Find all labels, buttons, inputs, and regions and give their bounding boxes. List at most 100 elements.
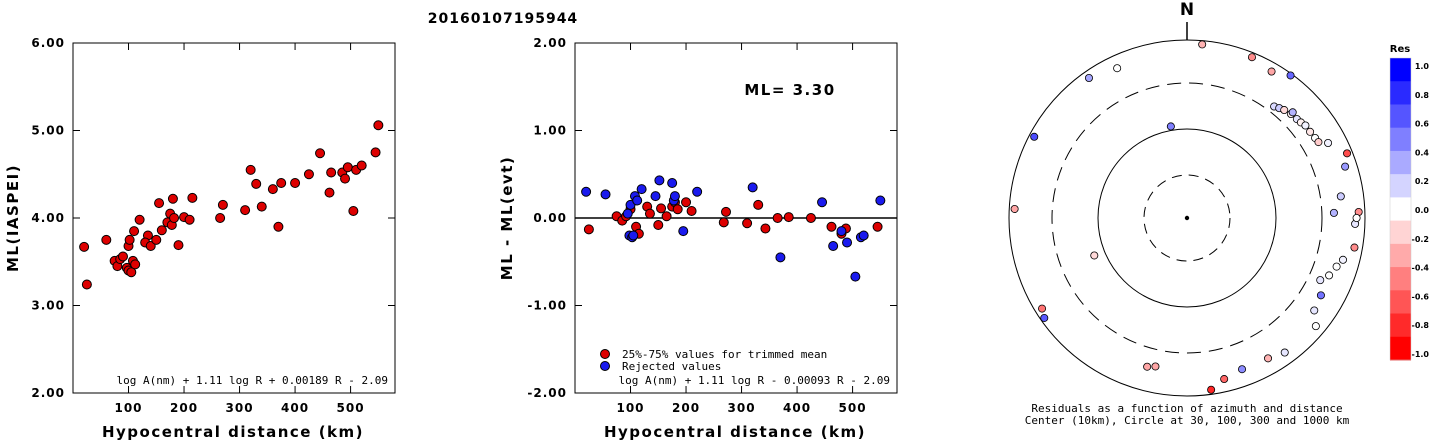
data-point (151, 234, 162, 245)
data-point (303, 169, 314, 180)
x-tick-label: 300 (728, 401, 756, 415)
colorbar-tick-label: 0.2 (1415, 177, 1429, 186)
station-point (1311, 322, 1320, 331)
colorbar-cell (1390, 267, 1411, 291)
y-axis-ticks: 2.00 3.00 4.00 5.00 6.00 (31, 36, 395, 400)
trimmed-mean-point (653, 220, 664, 230)
data-point (117, 251, 128, 262)
station-point (1166, 122, 1175, 131)
ring-30km (1143, 174, 1231, 262)
formula-label: log A(nm) + 1.11 log R + 0.00189 R - 2.0… (116, 374, 388, 387)
station-point (1143, 362, 1152, 371)
trimmed-mean-point (686, 206, 697, 216)
station-point (1084, 73, 1093, 82)
x-axis-label: Hypocentral distance (km) (102, 423, 364, 441)
rejected-point (650, 191, 661, 202)
station-point (1247, 53, 1256, 62)
formula-label: log A(nm) + 1.11 log R - 0.00093 R - 2.0… (618, 374, 890, 387)
trimmed-mean-point (805, 213, 816, 223)
station-point (1207, 385, 1216, 394)
station-point (1341, 162, 1350, 171)
colorbar-cell (1390, 290, 1411, 315)
data-point (173, 240, 184, 251)
rejected-point (842, 237, 853, 248)
x-tick-label: 200 (170, 401, 198, 415)
y-tick-label: -1.00 (527, 299, 567, 313)
y-axis-label: ML - ML(evt) (498, 156, 516, 280)
data-point (267, 184, 278, 195)
data-point (340, 173, 351, 184)
data-points (581, 175, 886, 282)
data-point (273, 221, 284, 232)
station-points (1010, 40, 1363, 394)
plot-frame (72, 42, 396, 394)
station-point (1336, 192, 1345, 201)
data-point (324, 187, 335, 198)
station-point (1040, 313, 1049, 322)
data-point (373, 120, 384, 131)
y-axis-label: ML(IASPEI) (4, 164, 22, 272)
station-point (1325, 271, 1334, 280)
y-axis-ticks: -2.00 -1.00 0.00 1.00 2.00 (527, 36, 897, 400)
station-point (1310, 306, 1319, 315)
colorbar-cell (1390, 197, 1411, 222)
colorbar-tick-label: -0.6 (1412, 292, 1430, 301)
station-point (1352, 213, 1361, 222)
colorbar-tick-label: -0.2 (1412, 235, 1430, 244)
legend-red-label: 25%-75% values for trimmed mean (622, 348, 827, 361)
ring-300km (1051, 82, 1323, 354)
colorbar-cell (1390, 58, 1411, 82)
data-point (156, 225, 167, 236)
rejected-point (775, 252, 786, 263)
rejected-point (858, 230, 869, 241)
station-point (1113, 64, 1122, 73)
trimmed-mean-point (753, 199, 764, 210)
station-point (1280, 106, 1289, 115)
station-point (1301, 121, 1310, 130)
station-point (1288, 108, 1297, 117)
x-tick-label: 400 (281, 401, 309, 415)
data-point (124, 234, 135, 245)
legend-blue-label: Rejected values (622, 360, 721, 373)
colorbar-cell (1390, 220, 1411, 245)
y-tick-label: 1.00 (533, 124, 567, 138)
colorbar-labels: 1.0 0.8 0.6 0.4 0.2 0.0 -0.2 -0.4 -0.6 -0.8 -1.0 (1412, 62, 1430, 359)
data-point (290, 178, 301, 188)
data-point (245, 164, 256, 175)
rejected-point (817, 197, 828, 208)
trimmed-mean-point (872, 221, 883, 232)
rejected-point (632, 195, 643, 206)
colorbar-cell (1390, 313, 1411, 338)
y-tick-label: 2.00 (533, 36, 567, 50)
ring-100km (1097, 128, 1277, 308)
y-tick-label: 3.00 (31, 299, 65, 313)
caption-line-1: Residuals as a function of azimuth and d… (1031, 402, 1342, 415)
trimmed-mean-point (721, 206, 732, 217)
rejected-point (628, 230, 639, 241)
station-point (1350, 243, 1359, 252)
rejected-point (828, 241, 839, 251)
trimmed-mean-point (656, 203, 667, 214)
station-point (1267, 67, 1276, 76)
data-point (348, 206, 359, 216)
rejected-point (667, 178, 678, 188)
rejected-point (836, 226, 847, 237)
data-point (240, 205, 251, 216)
epicenter-marker (1184, 215, 1190, 221)
colorbar-cells (1389, 57, 1412, 361)
caption-line-2: Center (10km), Circle at 30, 100, 300 an… (1025, 414, 1350, 427)
colorbar-tick-label: 0.8 (1415, 91, 1430, 100)
x-axis-label: Hypocentral distance (km) (604, 423, 866, 441)
colorbar-frame (1389, 57, 1412, 361)
rejected-point (654, 175, 665, 186)
x-axis-ticks: 100 200 300 400 500 (616, 43, 866, 415)
station-point (1329, 208, 1338, 217)
rejected-point (850, 271, 861, 282)
y-tick-label: -2.00 (527, 386, 567, 400)
north-label: N (1180, 0, 1194, 20)
panel-ml-vs-distance: 2.00 3.00 4.00 5.00 6.00 100 200 300 400 500 ML(… (4, 36, 396, 441)
x-tick-label: 500 (839, 401, 867, 415)
colorbar-cell (1390, 81, 1411, 105)
colorbar-tick-label: 0.6 (1415, 120, 1430, 129)
x-tick-label: 500 (337, 401, 365, 415)
